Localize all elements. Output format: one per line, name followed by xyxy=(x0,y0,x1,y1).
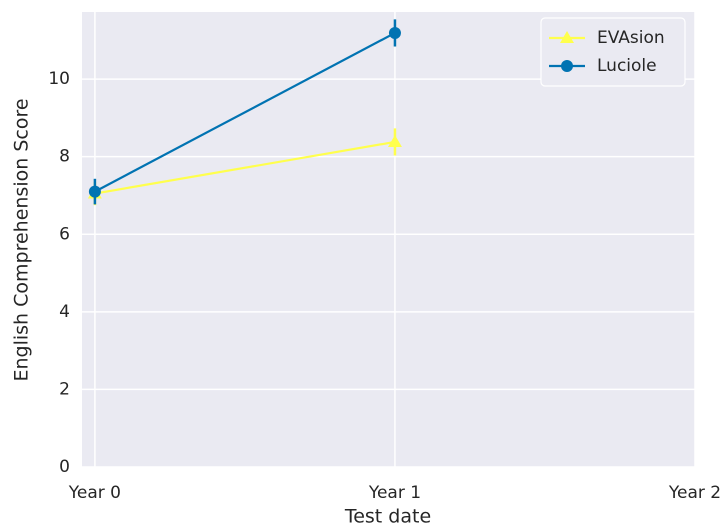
marker xyxy=(561,60,573,72)
x-axis-label: Test date xyxy=(344,506,431,528)
marker xyxy=(388,26,401,39)
y-tick-label: 10 xyxy=(48,69,70,89)
y-axis-label: English Comprehension Score xyxy=(11,98,33,381)
x-tick-label: Year 2 xyxy=(668,483,721,503)
y-tick-label: 2 xyxy=(59,379,70,399)
plot-area xyxy=(82,12,695,467)
legend-box xyxy=(540,17,686,87)
y-tick-label: 6 xyxy=(59,224,70,244)
y-tick-label: 4 xyxy=(59,302,70,322)
legend-label: Luciole xyxy=(597,56,657,76)
x-tick-label: Year 1 xyxy=(368,483,421,503)
legend-label: EVAsion xyxy=(597,28,665,48)
x-tick-label: Year 0 xyxy=(68,483,121,503)
series-line xyxy=(94,140,396,195)
series-line xyxy=(94,31,396,193)
grid xyxy=(82,12,696,468)
marks xyxy=(87,19,402,206)
y-tick-label: 0 xyxy=(59,457,70,477)
marker xyxy=(560,31,574,43)
legend: EVAsion Luciole xyxy=(540,17,686,87)
y-tick-label: 8 xyxy=(59,147,70,167)
marker xyxy=(88,185,101,198)
marker xyxy=(387,134,402,147)
